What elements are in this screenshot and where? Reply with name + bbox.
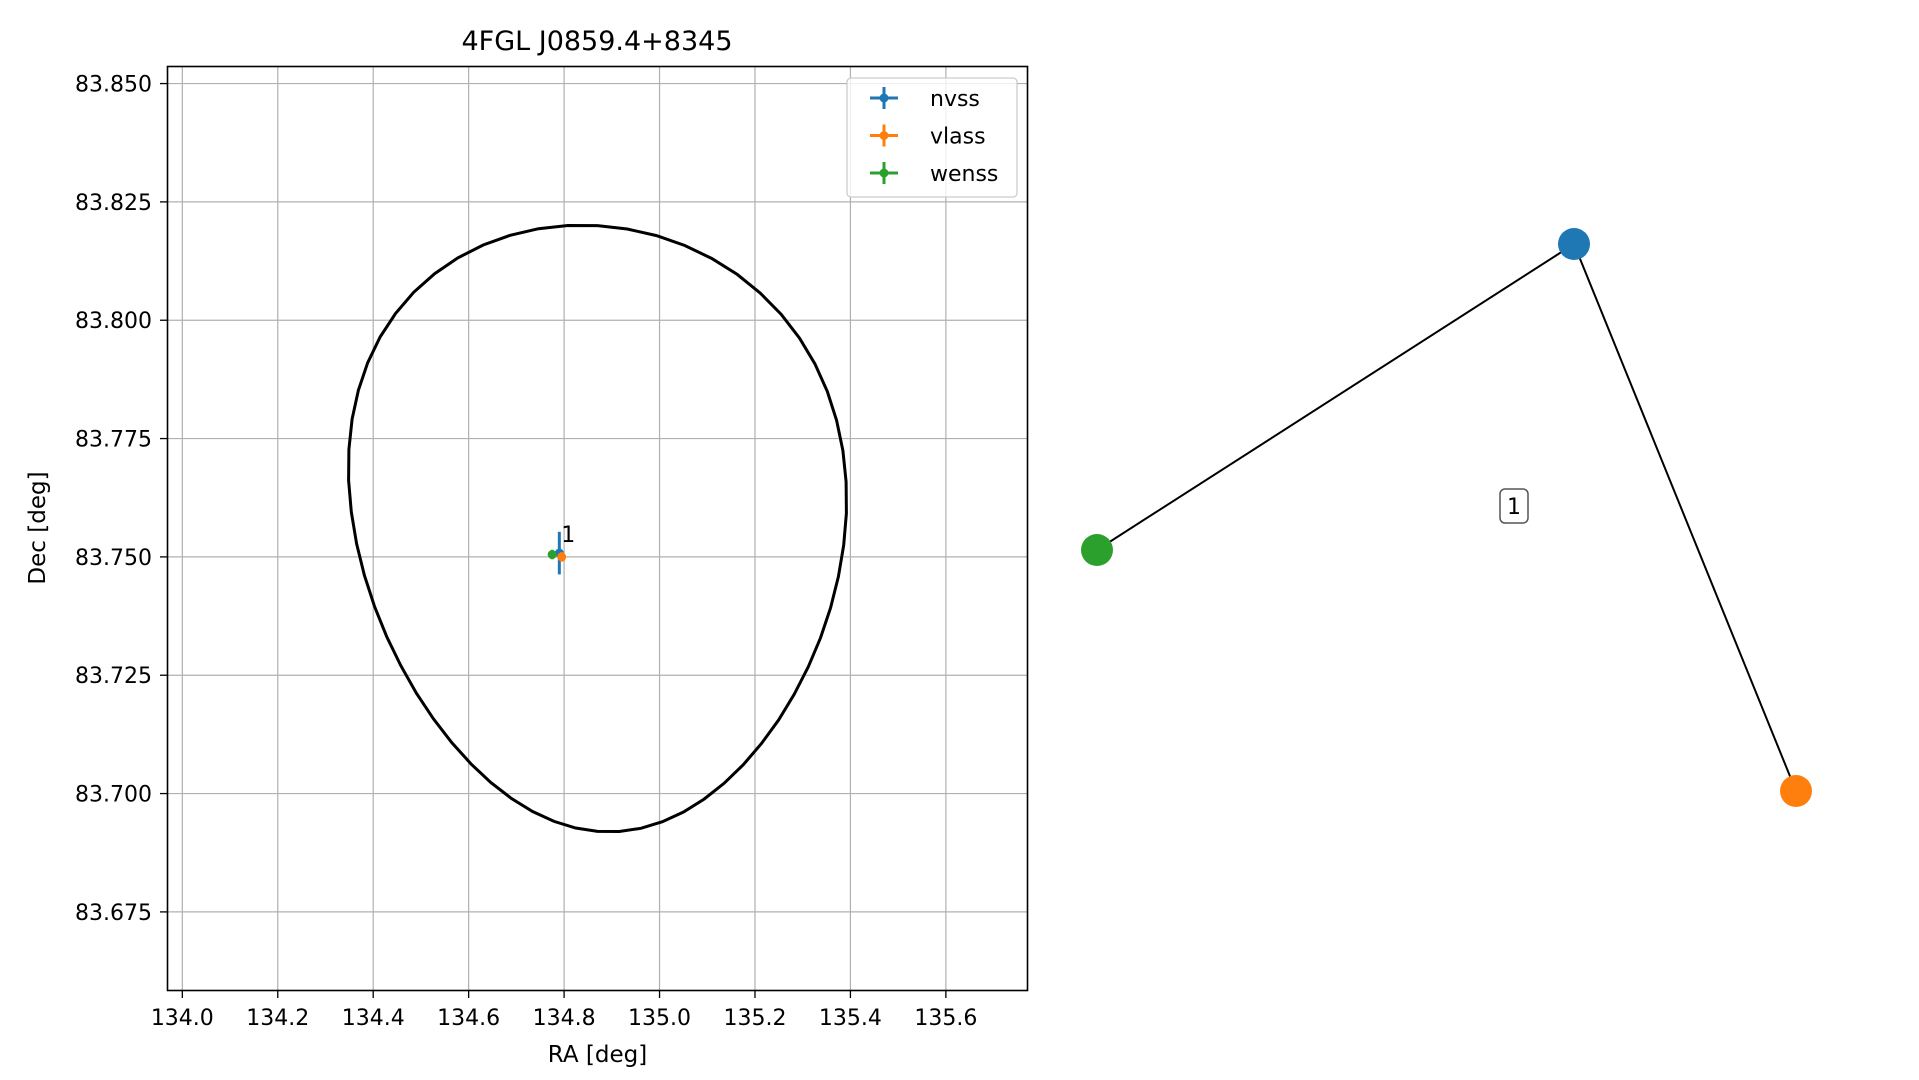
x-tick-label: 134.2 [246, 1006, 309, 1031]
y-tick-label: 83.825 [75, 191, 152, 216]
x-tick-label: 134.8 [533, 1006, 596, 1031]
legend-label-nvss: nvss [930, 87, 980, 112]
x-tick-label: 134.6 [437, 1006, 500, 1031]
y-tick-label: 83.725 [75, 664, 152, 689]
y-tick-label: 83.675 [75, 901, 152, 926]
network-nodes [1081, 228, 1812, 807]
cluster-label: 1 [1499, 488, 1529, 524]
y-axis-ticks: 83.675 83.700 83.725 83.750 83.775 83.800 83.8… [75, 73, 168, 926]
point-annotation: 1 [561, 523, 575, 548]
node-vlass [1780, 775, 1812, 807]
edge-wenss-nvss [1096, 243, 1575, 551]
cluster-label-text: 1 [1507, 495, 1521, 520]
network-panel: 1 [1081, 228, 1812, 807]
x-tick-label: 135.4 [819, 1006, 882, 1031]
y-tick-label: 83.850 [75, 73, 152, 98]
legend-marker-vlass [879, 131, 889, 140]
x-tick-label: 135.6 [914, 1006, 977, 1031]
legend: nvss vlass wenss [846, 77, 1018, 198]
node-wenss [1081, 534, 1113, 566]
x-tick-label: 134.4 [342, 1006, 405, 1031]
grid [168, 67, 1027, 990]
edge-nvss-vlass [1573, 243, 1797, 792]
plot-frame [166, 65, 1029, 992]
legend-marker-wenss [879, 168, 889, 178]
legend-items: nvss vlass wenss [870, 87, 998, 187]
y-tick-label: 83.750 [75, 546, 152, 571]
ellipse-layer [347, 223, 848, 834]
x-tick-label: 135.0 [628, 1006, 691, 1031]
y-tick-label: 83.775 [75, 428, 152, 453]
y-axis-label: Dec [deg] [25, 471, 51, 584]
chart-title: 4FGL J0859.4+8345 [461, 26, 732, 57]
x-tick-label: 135.2 [723, 1006, 786, 1031]
x-axis-ticks: 134.0 134.2 134.4 134.6 134.8 135.0 135.2 135.4… [151, 990, 977, 1031]
x-tick-label: 134.0 [151, 1006, 214, 1031]
legend-label-wenss: wenss [930, 162, 998, 187]
position-ellipse [347, 223, 848, 834]
point-vlass [557, 552, 567, 562]
cluster-label-box [1499, 488, 1529, 524]
legend-marker-nvss [879, 93, 889, 103]
points-layer: 1 [547, 523, 575, 575]
y-tick-label: 83.700 [75, 783, 152, 808]
y-tick-label: 83.800 [75, 309, 152, 334]
node-nvss [1558, 228, 1590, 260]
point-wenss [547, 550, 557, 560]
x-axis-label: RA [deg] [548, 1042, 647, 1068]
legend-label-vlass: vlass [930, 125, 986, 150]
network-edges [1096, 243, 1797, 792]
legend-box [846, 77, 1018, 198]
scatter-panel: 4FGL J0859.4+8345 134.0 134.2 134.4 134.6 13… [25, 26, 1029, 1068]
